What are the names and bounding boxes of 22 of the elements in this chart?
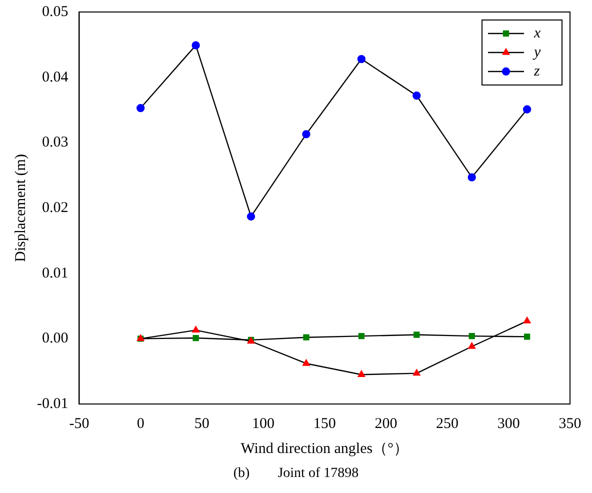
legend-label: y bbox=[532, 44, 541, 60]
x-tick-label: 50 bbox=[194, 416, 210, 432]
y-tick-label: 0.00 bbox=[42, 330, 68, 347]
x-tick-label: 250 bbox=[436, 416, 459, 432]
x-tick-label: -50 bbox=[69, 416, 90, 432]
x-tick-label: 200 bbox=[374, 416, 398, 432]
legend-label: x bbox=[533, 25, 541, 42]
legend-label: z bbox=[533, 63, 540, 80]
y-tick-label: 0.05 bbox=[42, 4, 68, 20]
x-axis-title: Wind direction angles（°） bbox=[240, 440, 409, 457]
y-tick-label: 0.04 bbox=[42, 69, 69, 86]
y-tick-label: 0.03 bbox=[42, 134, 68, 151]
y-tick-label: 0.02 bbox=[42, 200, 68, 216]
text: (b) Joint of 17898 bbox=[232, 466, 360, 482]
x-tick-label: 0 bbox=[136, 416, 144, 432]
x-tick-label: 350 bbox=[558, 416, 582, 432]
y-axis-title: Displacement (m) bbox=[12, 154, 29, 262]
y-tick-label: 0.01 bbox=[42, 265, 68, 282]
x-tick-label: 100 bbox=[252, 416, 275, 432]
x-tick-label: 150 bbox=[313, 416, 336, 432]
y-tick-label: -0.01 bbox=[36, 396, 68, 412]
x-tick-label: 300 bbox=[497, 416, 520, 432]
